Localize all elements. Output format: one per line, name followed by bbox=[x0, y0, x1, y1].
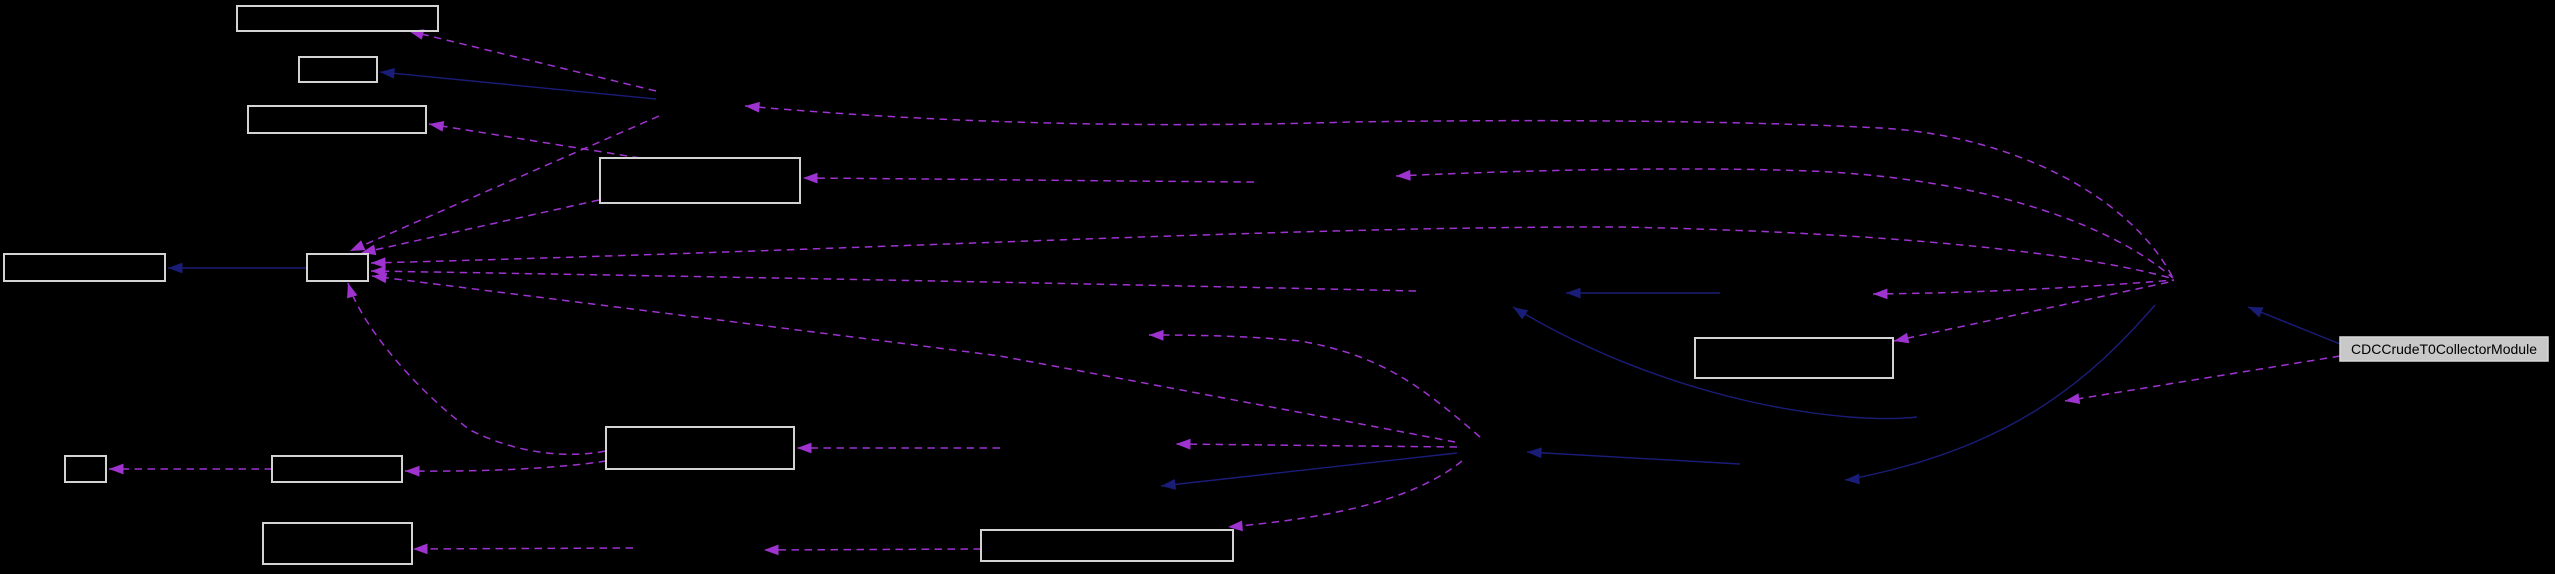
svg-text:CDCCrudeT0CollectorModule: CDCCrudeT0CollectorModule bbox=[2351, 341, 2537, 357]
